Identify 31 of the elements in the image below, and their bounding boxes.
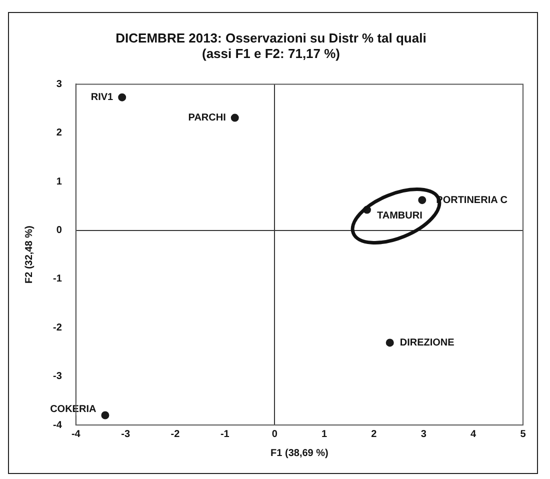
y-axis-title: F2 (32,48 %) (24, 226, 35, 284)
x-tick-label: -3 (121, 428, 130, 440)
text: (assi F1 e F2: 71,17 %) (202, 46, 340, 61)
x-axis-title: F1 (38,69 %) (270, 448, 328, 459)
y-tick-label: 0 (56, 225, 62, 236)
x-tick-label: -4 (71, 428, 81, 440)
x-tick-label: -2 (170, 428, 180, 440)
x-tick-label: 3 (420, 428, 427, 440)
point (386, 338, 394, 347)
point (230, 114, 239, 122)
point (418, 196, 426, 204)
y-tick-label: -3 (52, 371, 62, 382)
x-tick-label: 2 (371, 428, 378, 440)
x-tick-label: 1 (322, 428, 328, 440)
annotation: RIV1 (90, 92, 114, 104)
y-tick-label: -4 (52, 420, 62, 431)
annotation: DIREZIONE (400, 337, 455, 348)
y-tick-label: 1 (56, 176, 62, 188)
point (118, 93, 126, 102)
x-tick-label: 0 (272, 428, 278, 440)
text: DICEMBRE 2013: Osservazioni su Distr % tal quali (116, 30, 426, 46)
x-tick-label: -1 (220, 428, 230, 440)
point (101, 411, 110, 420)
y-tick-label: 3 (56, 78, 62, 90)
x-tick-label: 5 (520, 428, 526, 440)
annotation: PARCHI (188, 112, 226, 124)
y-tick-label: -1 (52, 274, 62, 285)
y-tick-label: -2 (52, 322, 62, 334)
annotation: TAMBURI (377, 210, 423, 222)
y-tick-label: 2 (56, 128, 62, 139)
x-tick-label: 4 (470, 428, 477, 440)
